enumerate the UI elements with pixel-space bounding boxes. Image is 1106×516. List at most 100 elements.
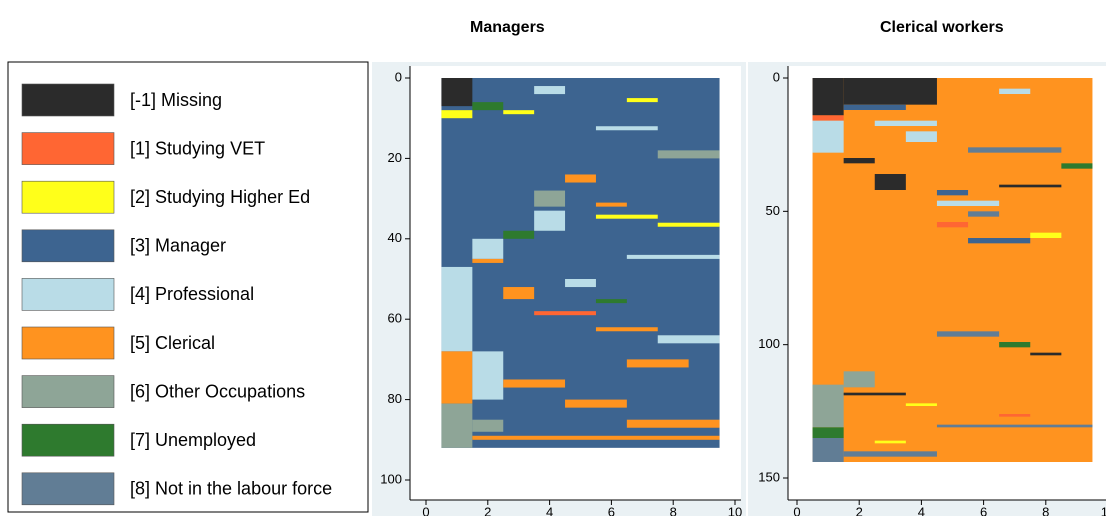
sequence-block — [595, 299, 627, 304]
legend-swatch — [21, 278, 115, 311]
sequence-block — [534, 210, 566, 231]
sequence-block — [936, 190, 969, 196]
sequence-block — [968, 211, 1000, 217]
sequence-block — [968, 147, 1062, 153]
sequence-block — [565, 399, 627, 408]
x-tick-label: 6 — [980, 504, 987, 516]
sequence-block — [657, 335, 720, 344]
sequence-block — [595, 327, 658, 332]
legend-label: [3] Manager — [130, 236, 226, 256]
legend-swatch — [21, 83, 115, 117]
legend-swatch — [21, 180, 115, 214]
sequence-block — [595, 214, 658, 219]
x-tick-label: 0 — [793, 504, 800, 516]
sequence-block — [812, 384, 844, 428]
sequence-block — [812, 78, 1093, 462]
sequence-block — [595, 202, 627, 207]
sequence-block — [812, 438, 844, 462]
sequence-block — [534, 311, 596, 316]
sequence-block — [441, 403, 473, 448]
legend-swatch — [21, 472, 115, 506]
sequence-block — [626, 419, 720, 428]
sequence-block — [843, 158, 875, 164]
sequence-block — [1030, 352, 1062, 356]
x-tick-label: 8 — [1042, 504, 1049, 516]
y-tick-label: 0 — [395, 69, 402, 84]
legend-swatch — [21, 375, 115, 408]
sequence-block — [1030, 232, 1062, 238]
legend-swatch — [21, 229, 115, 263]
legend-swatch — [21, 132, 115, 165]
sequence-block — [999, 88, 1031, 94]
sequence-block — [565, 174, 596, 183]
x-tick-label: 8 — [670, 504, 677, 516]
sequence-block — [843, 371, 875, 388]
sequence-block — [812, 115, 844, 121]
sequence-block — [843, 78, 937, 105]
legend-label: [4] Professional — [130, 284, 254, 304]
sequence-block — [441, 351, 473, 404]
sequence-block — [472, 419, 504, 432]
x-tick-label: 4 — [918, 504, 925, 516]
sequence-block — [626, 98, 658, 103]
sequence-block — [534, 190, 566, 207]
y-tick-label: 20 — [388, 150, 402, 165]
sequence-block — [441, 78, 473, 107]
sequence-block — [812, 78, 844, 116]
sequence-block — [905, 403, 937, 406]
y-tick-label: 0 — [773, 69, 780, 84]
x-tick-label: 10 — [1101, 504, 1106, 516]
legend-swatch — [21, 326, 115, 360]
x-tick-label: 4 — [546, 504, 553, 516]
sequence-block — [595, 126, 658, 131]
sequence-block — [503, 230, 535, 239]
sequence-block — [874, 120, 937, 126]
sequence-block — [472, 258, 504, 263]
x-tick-label: 2 — [856, 504, 863, 516]
legend-label: [2] Studying Higher Ed — [130, 187, 310, 207]
x-tick-label: 10 — [728, 504, 742, 516]
chart-title: Clerical workers — [880, 19, 1004, 36]
sequence-block — [1061, 163, 1093, 169]
y-tick-label: 50 — [766, 203, 780, 218]
sequence-block — [472, 102, 504, 111]
sequence-block — [472, 351, 504, 400]
sequence-block — [472, 435, 720, 440]
sequence-block — [441, 110, 473, 119]
sequence-block — [503, 379, 566, 388]
x-tick-label: 2 — [484, 504, 491, 516]
sequence-block — [565, 279, 596, 288]
legend-swatch — [21, 423, 115, 457]
sequence-block — [534, 86, 566, 95]
sequence-block — [843, 392, 906, 396]
sequence-block — [441, 266, 473, 352]
sequence-block — [999, 414, 1031, 417]
chart-title: Managers — [470, 19, 545, 36]
sequence-block — [812, 427, 844, 438]
legend-label: [5] Clerical — [130, 333, 215, 353]
sequence-block — [812, 120, 844, 153]
sequence-block — [843, 451, 937, 457]
legend-label: [6] Other Occupations — [130, 381, 305, 401]
sequence-block — [999, 342, 1031, 348]
legend-label: [7] Unemployed — [130, 430, 256, 450]
y-tick-label: 100 — [380, 471, 402, 486]
sequence-block — [905, 131, 937, 142]
y-tick-label: 150 — [758, 469, 780, 484]
sequence-block — [657, 150, 720, 159]
sequence-block — [657, 222, 720, 227]
legend-label: [8] Not in the labour force — [130, 479, 332, 499]
sequence-block — [936, 424, 1093, 428]
y-tick-label: 100 — [758, 336, 780, 351]
legend-label: [1] Studying VET — [130, 138, 265, 158]
sequence-block — [626, 254, 720, 259]
sequence-block — [874, 440, 906, 444]
x-tick-label: 0 — [422, 504, 429, 516]
sequence-block — [968, 238, 1031, 244]
sequence-block — [936, 222, 969, 228]
sequence-block — [626, 359, 689, 368]
y-tick-label: 80 — [388, 391, 402, 406]
sequence-block — [503, 287, 535, 300]
sequence-block — [874, 174, 906, 190]
